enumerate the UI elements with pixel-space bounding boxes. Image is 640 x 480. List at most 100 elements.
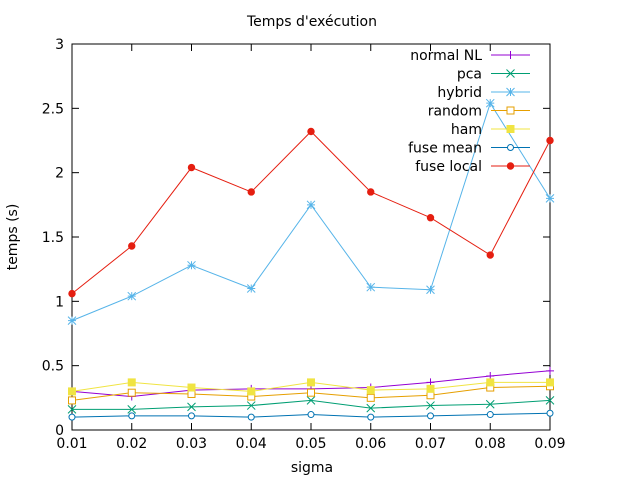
plot-frame — [71, 43, 551, 431]
data-point — [128, 242, 136, 250]
data-point — [427, 412, 434, 420]
data-point — [426, 384, 435, 393]
data-point — [246, 284, 256, 293]
series-ham — [68, 378, 554, 396]
y-axis-label: temps (s) — [5, 204, 21, 271]
legend: normal NL pca hybrid random ham fuse mean fuse… — [408, 48, 530, 175]
data-point — [68, 396, 76, 405]
legend-marker — [506, 51, 515, 59]
data-point — [366, 403, 376, 413]
data-point — [128, 412, 136, 420]
series-fuse-mean — [68, 409, 554, 421]
series-hybrid — [67, 98, 555, 325]
y-tick-label: 3 — [55, 37, 64, 53]
data-point — [545, 396, 555, 405]
data-point — [485, 399, 495, 409]
data-point — [546, 366, 554, 375]
y-tick-label: 0.5 — [42, 359, 64, 375]
legend-item: normal NL — [410, 48, 530, 64]
data-point — [546, 136, 554, 145]
data-point — [307, 127, 315, 136]
data-point — [485, 98, 495, 108]
legend-item: hybrid — [437, 85, 530, 101]
data-point — [306, 200, 316, 210]
data-point — [307, 388, 315, 397]
data-point — [367, 413, 375, 421]
y-tick-label: 0 — [55, 423, 64, 439]
data-point — [486, 251, 494, 259]
data-point — [187, 260, 196, 270]
data-point — [546, 378, 554, 387]
x-tick-label: 0.07 — [415, 436, 446, 452]
x-tick-label: 0.02 — [116, 436, 147, 452]
data-point — [68, 413, 76, 421]
chart-title: Temps d'exécution — [246, 14, 377, 30]
x-tick-label: 0.01 — [56, 436, 87, 452]
legend-item: fuse mean — [408, 141, 530, 157]
legend-label: normal NL — [410, 48, 482, 64]
x-tick-label: 0.03 — [176, 436, 207, 452]
legend-label: fuse local — [415, 159, 482, 175]
y-tick-label: 2 — [55, 166, 64, 182]
data-point — [366, 393, 375, 402]
x-tick-label: 0.05 — [295, 436, 326, 452]
data-point — [127, 378, 136, 387]
legend-marker — [506, 106, 515, 115]
data-point — [546, 409, 554, 417]
data-point — [247, 188, 255, 196]
data-point — [247, 387, 256, 396]
data-point — [187, 163, 196, 172]
data-point — [246, 401, 256, 410]
legend-label: pca — [457, 67, 482, 83]
legend-label: hybrid — [437, 85, 482, 101]
data-point — [307, 411, 315, 419]
data-point — [67, 316, 77, 325]
series-line — [72, 399, 551, 410]
axes: 0.01 0.02 0.03 0.04 0.05 0.06 0.07 0.08 0.09 0 0.5… — [42, 37, 566, 452]
legend-label: random — [428, 104, 482, 120]
legend-item: random — [428, 104, 530, 120]
x-axis-label: sigma — [291, 460, 333, 476]
data-point — [306, 396, 316, 405]
y-tick-label: 1.5 — [42, 230, 64, 246]
y-tick-label: 1 — [55, 294, 64, 310]
data-point — [67, 405, 77, 414]
data-point — [127, 405, 137, 414]
data-point — [486, 378, 495, 387]
series-fuse-local — [68, 127, 554, 298]
x-tick-label: 0.06 — [355, 436, 386, 452]
data-point — [486, 411, 494, 419]
data-point — [247, 413, 255, 421]
legend-marker — [506, 69, 515, 78]
legend-marker — [506, 125, 515, 133]
data-point — [426, 214, 435, 222]
series-layer — [67, 98, 555, 421]
legend-item: pca — [457, 67, 530, 83]
legend-marker — [506, 162, 515, 170]
data-point — [68, 387, 76, 396]
data-point — [187, 383, 196, 392]
data-point — [127, 291, 137, 301]
legend-item: ham — [451, 122, 530, 138]
legend-label: fuse mean — [408, 141, 482, 157]
data-point — [366, 282, 376, 292]
legend-marker — [507, 144, 514, 151]
data-point — [127, 388, 136, 397]
data-point — [426, 401, 435, 410]
y-tick-label: 2.5 — [42, 101, 64, 117]
x-tick-label: 0.08 — [475, 436, 506, 452]
data-point — [366, 386, 375, 395]
data-point — [367, 188, 375, 196]
data-point — [426, 285, 435, 295]
legend-item: fuse local — [415, 159, 530, 175]
data-point — [68, 289, 76, 298]
legend-label: ham — [451, 122, 482, 138]
data-point — [187, 402, 196, 412]
x-tick-label: 0.04 — [236, 436, 267, 452]
x-tick-label: 0.09 — [534, 436, 565, 452]
legend-marker — [506, 87, 515, 97]
series-pca — [67, 396, 555, 414]
data-point — [188, 412, 195, 420]
data-point — [545, 194, 555, 203]
